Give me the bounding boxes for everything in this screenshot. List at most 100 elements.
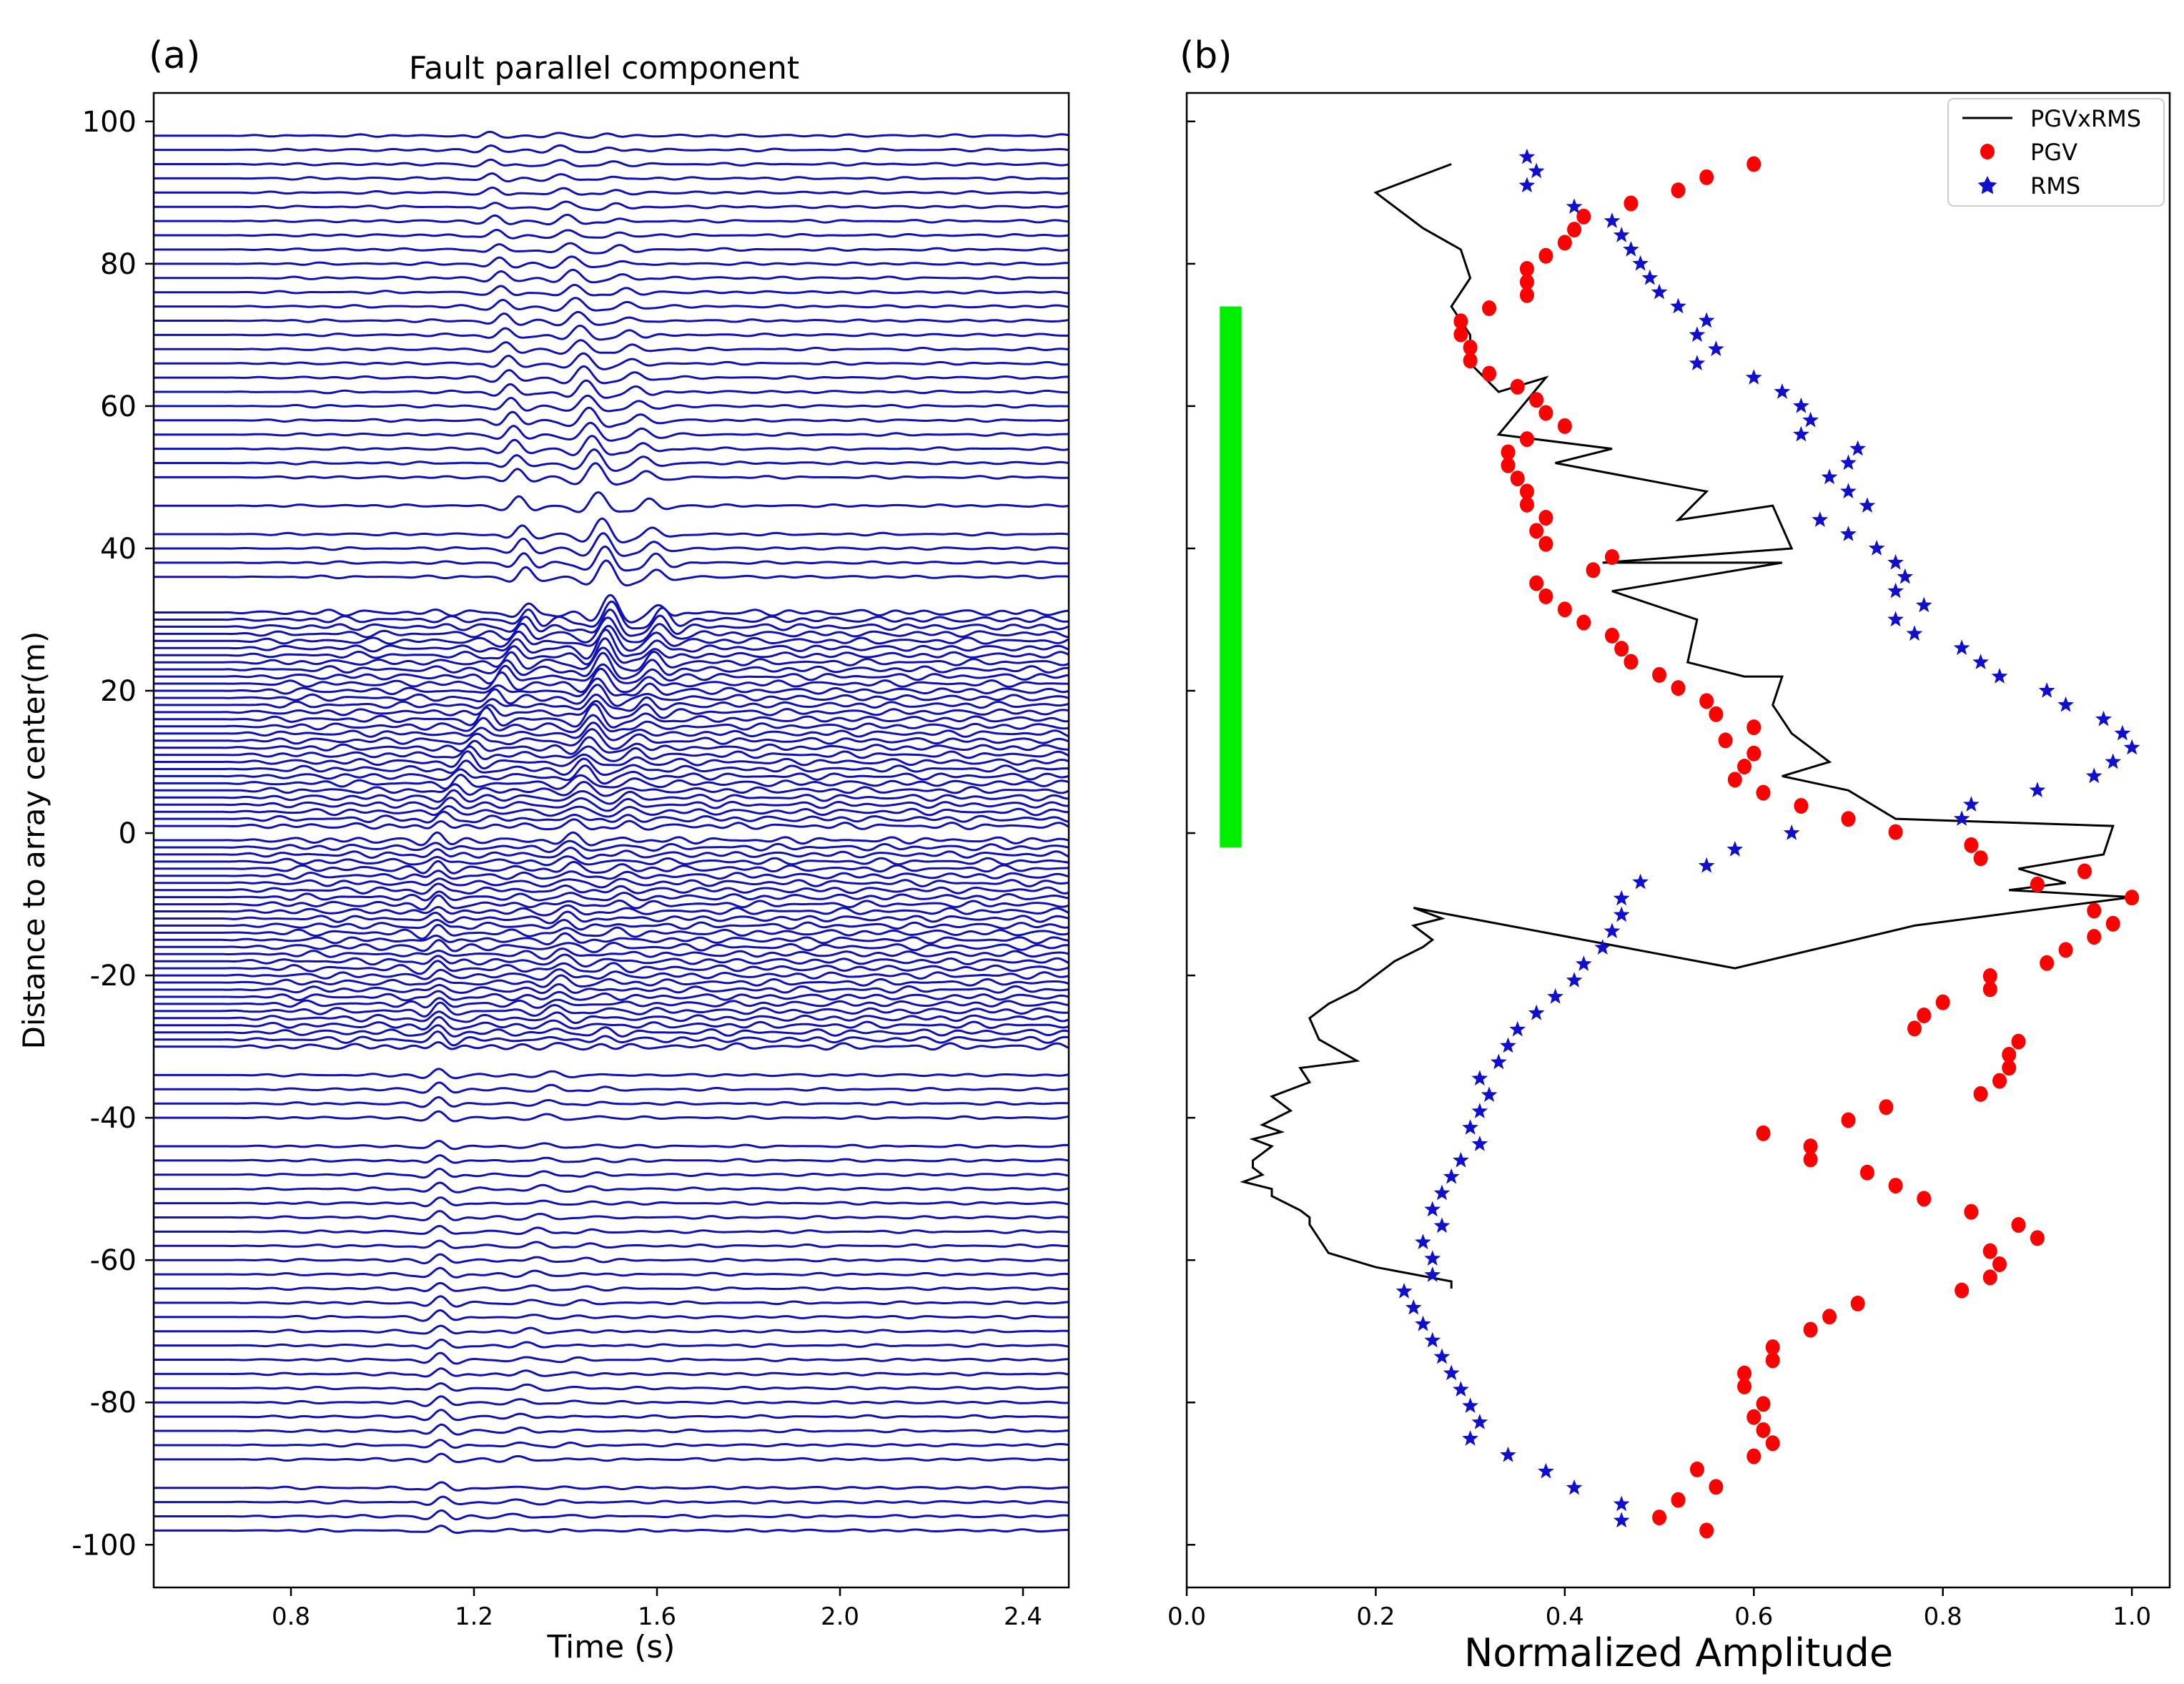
- legend-box: [1947, 98, 2165, 207]
- rms-point: [1518, 148, 1536, 164]
- seismic-trace: [154, 1525, 1069, 1535]
- seismic-trace: [154, 1068, 1069, 1080]
- panel-b-rms-layer: [1395, 148, 2140, 1528]
- seismic-trace: [154, 855, 1069, 867]
- pgv-point: [1463, 353, 1478, 369]
- panel-a-y-tick-label: -40: [90, 1102, 137, 1135]
- seismic-trace: [154, 750, 1069, 769]
- rms-point: [1604, 212, 1621, 228]
- rms-point: [1689, 326, 1706, 343]
- seismic-trace: [154, 831, 1069, 847]
- seismic-trace: [154, 932, 1069, 946]
- rms-point: [1594, 939, 1611, 955]
- panel-a-y-tick-label: -100: [71, 1529, 137, 1562]
- seismic-trace: [154, 365, 1069, 385]
- panel-b-bar-layer: [1220, 306, 1242, 847]
- rms-point: [1887, 582, 1904, 599]
- seismic-trace: [154, 1409, 1069, 1422]
- pgv-point: [1718, 732, 1733, 749]
- rms-point: [1613, 1495, 1630, 1512]
- seismic-trace: [154, 667, 1069, 694]
- seismic-trace: [154, 997, 1069, 1009]
- panel-a-y-tick-label: -80: [90, 1387, 137, 1419]
- panel-b-x-tick-label: 0.6: [1734, 1602, 1773, 1631]
- pgv-point: [1746, 745, 1761, 762]
- pgv-point: [2105, 915, 2120, 932]
- seismic-trace: [154, 406, 1069, 428]
- rms-point: [1906, 625, 1923, 641]
- rms-point: [1632, 873, 1649, 890]
- seismic-trace: [154, 714, 1069, 734]
- rms-point: [1424, 1201, 1441, 1217]
- rms-point: [1670, 297, 1686, 314]
- seismic-trace: [154, 818, 1069, 831]
- pgv-point: [1671, 1492, 1686, 1508]
- pgv-point: [2087, 929, 2102, 945]
- rms-point: [1471, 1103, 1488, 1118]
- seismic-trace: [154, 1154, 1069, 1164]
- seismic-trace: [154, 1210, 1069, 1221]
- seismic-trace: [154, 939, 1069, 953]
- seismic-trace: [154, 990, 1069, 1002]
- rms-point: [1528, 162, 1545, 179]
- pgv-point: [1576, 614, 1591, 631]
- rms-point: [1821, 468, 1838, 485]
- seismic-trace: [154, 1081, 1069, 1094]
- pgv-point: [1992, 1256, 2007, 1272]
- rms-point: [1641, 269, 1659, 285]
- seismic-trace: [154, 637, 1069, 666]
- rms-point: [1500, 1446, 1516, 1462]
- seismic-trace: [154, 728, 1069, 750]
- seismic-trace: [154, 1395, 1069, 1407]
- seismic-trace: [154, 1324, 1069, 1335]
- seismic-trace: [154, 624, 1069, 652]
- pgv-point: [1727, 772, 1742, 788]
- pgv-point: [1482, 300, 1497, 316]
- pgv-point: [1746, 1448, 1761, 1464]
- pgv-point: [1709, 1479, 1724, 1495]
- rms-point: [1774, 383, 1791, 399]
- pgv-point: [1803, 1138, 1818, 1155]
- seismic-trace: [154, 200, 1069, 212]
- pgv-point: [1917, 1007, 1932, 1023]
- pgv-point: [1794, 797, 1809, 814]
- pgv-point: [2002, 1046, 2017, 1063]
- pgv-point: [1501, 457, 1516, 473]
- pgv-point: [1850, 1295, 1865, 1311]
- pgv-point: [2002, 1060, 2017, 1076]
- pgv-point: [1510, 378, 1525, 395]
- legend-label-pgvxrms: PGVxRMS: [2030, 105, 2141, 132]
- rms-point: [1433, 1184, 1451, 1201]
- rms-point: [1849, 440, 1867, 456]
- seismic-trace: [154, 677, 1069, 698]
- seismic-trace: [154, 1196, 1069, 1208]
- pgv-point: [1538, 405, 1553, 421]
- seismic-trace: [154, 158, 1069, 168]
- panel-b-x-tick-label: 0.0: [1167, 1602, 1206, 1631]
- seismic-trace: [154, 609, 1069, 637]
- pgv-point: [1982, 1269, 1997, 1286]
- seismic-trace: [154, 462, 1069, 486]
- seismic-trace: [154, 839, 1069, 854]
- seismic-trace: [154, 297, 1069, 312]
- seismic-trace: [154, 684, 1069, 707]
- pgv-point: [1964, 1203, 1979, 1220]
- pgv-point: [1982, 981, 1997, 998]
- pgv-point: [2125, 890, 2140, 906]
- seismic-trace: [154, 1253, 1069, 1265]
- seismic-trace: [154, 804, 1069, 818]
- seismic-trace: [154, 1139, 1069, 1151]
- panel-a-x-ticks: 0.8 1.2 1.6 2.0 2.4: [272, 1587, 1042, 1631]
- seismic-trace: [154, 435, 1069, 457]
- pgv-point: [1888, 824, 1903, 840]
- seismic-trace: [154, 796, 1069, 812]
- rms-point: [1395, 1283, 1413, 1299]
- seismic-trace: [154, 910, 1069, 925]
- rms-point: [1471, 1070, 1488, 1086]
- seismic-trace: [154, 953, 1069, 968]
- pgv-point: [1510, 471, 1525, 487]
- seismic-trace: [154, 1167, 1069, 1179]
- pgv-point: [1463, 339, 1478, 355]
- pgv-point: [1501, 444, 1516, 461]
- panel-a-y-tick-label: 60: [100, 390, 137, 423]
